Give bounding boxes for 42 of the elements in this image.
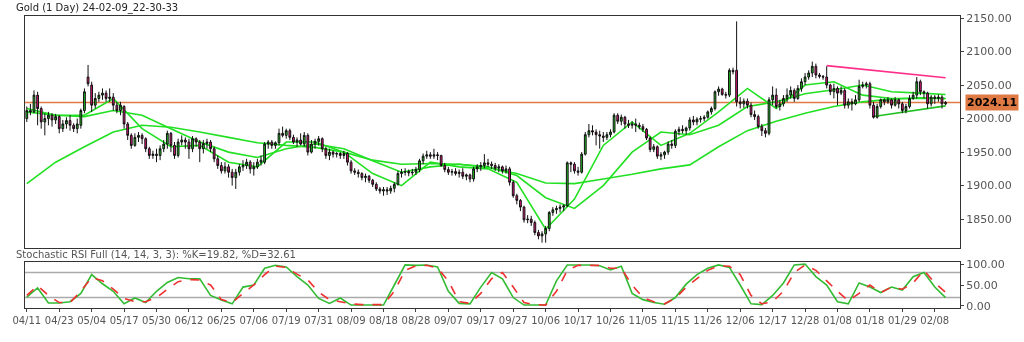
x-tick-label: 08/09 bbox=[336, 315, 366, 326]
x-tick-label: 06/25 bbox=[206, 315, 236, 326]
y-tick-label: 2000.00 bbox=[966, 112, 1012, 126]
y-tick-label: 2100.00 bbox=[966, 45, 1012, 59]
x-tick-label: 10/26 bbox=[596, 315, 625, 326]
y-tick-label: 50.00 bbox=[966, 278, 998, 292]
x-tick-label: 08/18 bbox=[369, 315, 398, 326]
x-tick-label: 11/15 bbox=[660, 315, 690, 326]
x-tick-label: 05/04 bbox=[77, 315, 107, 326]
x-tick-label: 11/05 bbox=[628, 315, 658, 326]
x-tick-label: 01/29 bbox=[887, 315, 917, 326]
ref-line-label: 2024.11 bbox=[967, 96, 1018, 109]
y-tick-label: 1900.00 bbox=[966, 179, 1012, 193]
x-tick-label: 08/28 bbox=[401, 315, 431, 326]
chart-title: Gold (1 Day) 24-02-09_22-30-33 bbox=[16, 2, 179, 14]
y-tick-label: 1850.00 bbox=[966, 213, 1012, 227]
x-tick-label: 06/12 bbox=[174, 315, 204, 326]
x-tick-label: 10/06 bbox=[531, 315, 561, 326]
x-tick-label: 12/28 bbox=[790, 315, 820, 326]
y-tick-label: 2150.00 bbox=[966, 11, 1012, 25]
x-tick-label: 01/18 bbox=[855, 315, 885, 326]
x-tick-label: 02/08 bbox=[920, 315, 950, 326]
x-tick-label: 12/06 bbox=[725, 315, 755, 326]
chart-title: Stochastic RSI Full (14, 14, 3, 3): %K=19.82, %D=32.61 bbox=[16, 249, 296, 260]
y-tick-label: 2050.00 bbox=[966, 78, 1012, 92]
x-tick-label: 04/11 bbox=[12, 315, 42, 326]
x-tick-label: 11/26 bbox=[693, 315, 723, 326]
x-tick-label: 10/17 bbox=[563, 315, 593, 326]
y-tick-label: 100.00 bbox=[966, 257, 1005, 271]
x-tick-label: 05/17 bbox=[109, 315, 139, 326]
x-tick-label: 07/19 bbox=[271, 315, 301, 326]
x-tick-label: 01/08 bbox=[823, 315, 852, 326]
x-tick-label: 09/27 bbox=[498, 315, 528, 326]
x-tick-label: 07/31 bbox=[304, 315, 334, 326]
x-tick-label: 09/17 bbox=[466, 315, 496, 326]
y-tick-label: 0.00 bbox=[966, 299, 991, 313]
x-tick-label: 12/17 bbox=[758, 315, 788, 326]
x-tick-label: 07/06 bbox=[239, 315, 269, 326]
x-tick-label: 09/07 bbox=[433, 315, 463, 326]
x-tick-label: 05/30 bbox=[142, 315, 171, 326]
x-tick-label: 04/23 bbox=[44, 315, 74, 326]
y-tick-label: 1950.00 bbox=[966, 145, 1012, 159]
